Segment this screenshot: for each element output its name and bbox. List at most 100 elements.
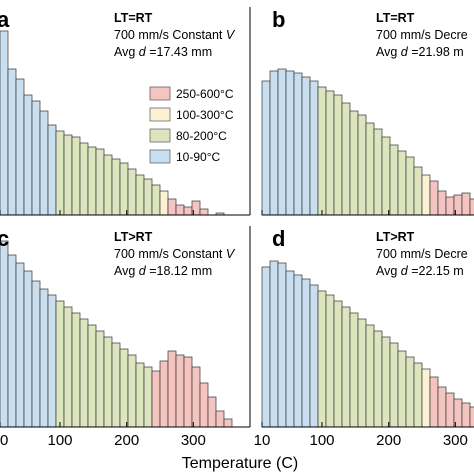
bar-a-14 (111, 158, 121, 216)
bar-c-22 (175, 354, 185, 428)
x-tick-label-c-3: 300 (181, 432, 206, 449)
bar-c-27 (215, 410, 225, 428)
panel-speed-d: 700 mm/s Decre (376, 247, 468, 261)
panel-avg-c: Avg d =18.12 mm (114, 264, 212, 278)
bar-b-7 (317, 86, 327, 216)
bar-c-20 (159, 360, 169, 428)
panel-avg-b: Avg d =21.98 m (376, 45, 464, 59)
panel-speed-b: 700 mm/s Decre (376, 28, 468, 42)
x-tick-label-d-2: 200 (376, 432, 401, 449)
bar-c-4 (31, 280, 41, 428)
bar-b-15 (381, 136, 391, 216)
bar-a-6 (47, 124, 57, 216)
bar-d-22 (437, 386, 447, 428)
bar-a-3 (23, 94, 33, 216)
x-tick-label-c-2: 200 (114, 432, 139, 449)
bar-c-18 (143, 366, 153, 428)
bar-b-26 (469, 198, 474, 216)
panel-condition-d: LT>RT (376, 230, 415, 244)
bar-c-11 (87, 324, 97, 428)
panels-group: a LT=RT 700 mm/s Constant V Avg d =17.43 mm… (0, 7, 474, 449)
bar-c-12 (95, 330, 105, 428)
bar-d-23 (445, 392, 455, 428)
bar-b-12 (357, 114, 367, 216)
panel-condition-c: LT>RT (114, 230, 153, 244)
x-tick-label-c-0: 10 (0, 432, 8, 449)
bar-d-26 (469, 406, 474, 428)
bar-c-25 (199, 382, 209, 428)
bar-b-16 (389, 144, 399, 216)
bar-b-8 (325, 90, 335, 216)
x-tick-label-c-1: 100 (47, 432, 72, 449)
bar-a-19 (151, 184, 161, 216)
bar-c-15 (119, 348, 129, 428)
bar-c-23 (183, 356, 193, 428)
bar-b-9 (333, 94, 343, 216)
bar-a-9 (71, 136, 81, 216)
bar-c-0 (0, 240, 9, 428)
bar-c-13 (103, 336, 113, 428)
bar-a-12 (95, 148, 105, 216)
bar-d-2 (277, 262, 287, 428)
bar-a-10 (79, 142, 89, 216)
bar-c-10 (79, 318, 89, 428)
legend-swatch-0 (149, 86, 171, 101)
panel-d: 10 100 200 300 d LT>RT 700 mm/s Decre Avg d =22… (254, 226, 474, 449)
legend-label-1: 100-300°C (176, 108, 234, 122)
bar-d-10 (341, 306, 351, 428)
bar-b-2 (277, 68, 287, 216)
bar-d-21 (429, 376, 439, 428)
bar-a-25 (199, 208, 209, 216)
panel-b: b LT=RT 700 mm/s Decre Avg d =21.98 m (261, 7, 474, 216)
bar-a-11 (87, 146, 97, 216)
bar-b-1 (269, 70, 279, 216)
bar-a-16 (127, 168, 137, 216)
bar-d-25 (461, 402, 471, 428)
bar-b-22 (437, 190, 447, 216)
x-tick-label-d-3: 300 (443, 432, 468, 449)
bar-d-9 (333, 300, 343, 428)
bar-a-22 (175, 204, 185, 216)
bar-b-17 (397, 150, 407, 216)
bar-a-18 (143, 178, 153, 216)
bar-b-11 (349, 110, 359, 216)
bar-a-13 (103, 154, 113, 216)
bar-a-8 (63, 134, 73, 216)
bar-c-6 (47, 294, 57, 428)
bar-a-7 (55, 130, 65, 216)
bar-c-2 (15, 262, 25, 428)
panel-a: a LT=RT 700 mm/s Constant V Avg d =17.43 mm (0, 7, 251, 216)
panel-condition-a: LT=RT (114, 11, 153, 25)
bar-b-23 (445, 196, 455, 216)
panel-speed-a: 700 mm/s Constant V (114, 28, 236, 42)
bar-a-15 (119, 162, 129, 216)
bar-d-17 (397, 350, 407, 428)
bar-a-5 (39, 110, 49, 216)
bar-d-3 (285, 270, 295, 428)
bar-c-3 (23, 270, 33, 428)
bar-b-19 (413, 166, 423, 216)
bar-b-4 (293, 72, 303, 216)
bar-d-12 (357, 318, 367, 428)
bar-c-5 (39, 288, 49, 428)
panel-letter-d: d (272, 226, 285, 251)
bar-d-16 (389, 342, 399, 428)
panel-speed-c: 700 mm/s Constant V (114, 247, 236, 261)
legend-label-2: 80-200°C (176, 129, 227, 143)
legend-swatch-1 (149, 107, 171, 122)
bar-b-13 (365, 122, 375, 216)
bar-b-21 (429, 180, 439, 216)
bar-c-8 (63, 306, 73, 428)
bar-a-2 (15, 78, 25, 216)
bar-c-21 (167, 350, 177, 428)
bar-b-0 (261, 80, 271, 216)
bar-b-20 (421, 174, 431, 216)
bar-a-4 (31, 100, 41, 216)
bar-c-28 (223, 418, 233, 428)
bar-d-8 (325, 294, 335, 428)
x-tick-label-d-0: 10 (254, 432, 271, 449)
bar-a-23 (183, 206, 193, 216)
legend-swatch-3 (149, 149, 171, 164)
bar-d-5 (301, 278, 311, 428)
